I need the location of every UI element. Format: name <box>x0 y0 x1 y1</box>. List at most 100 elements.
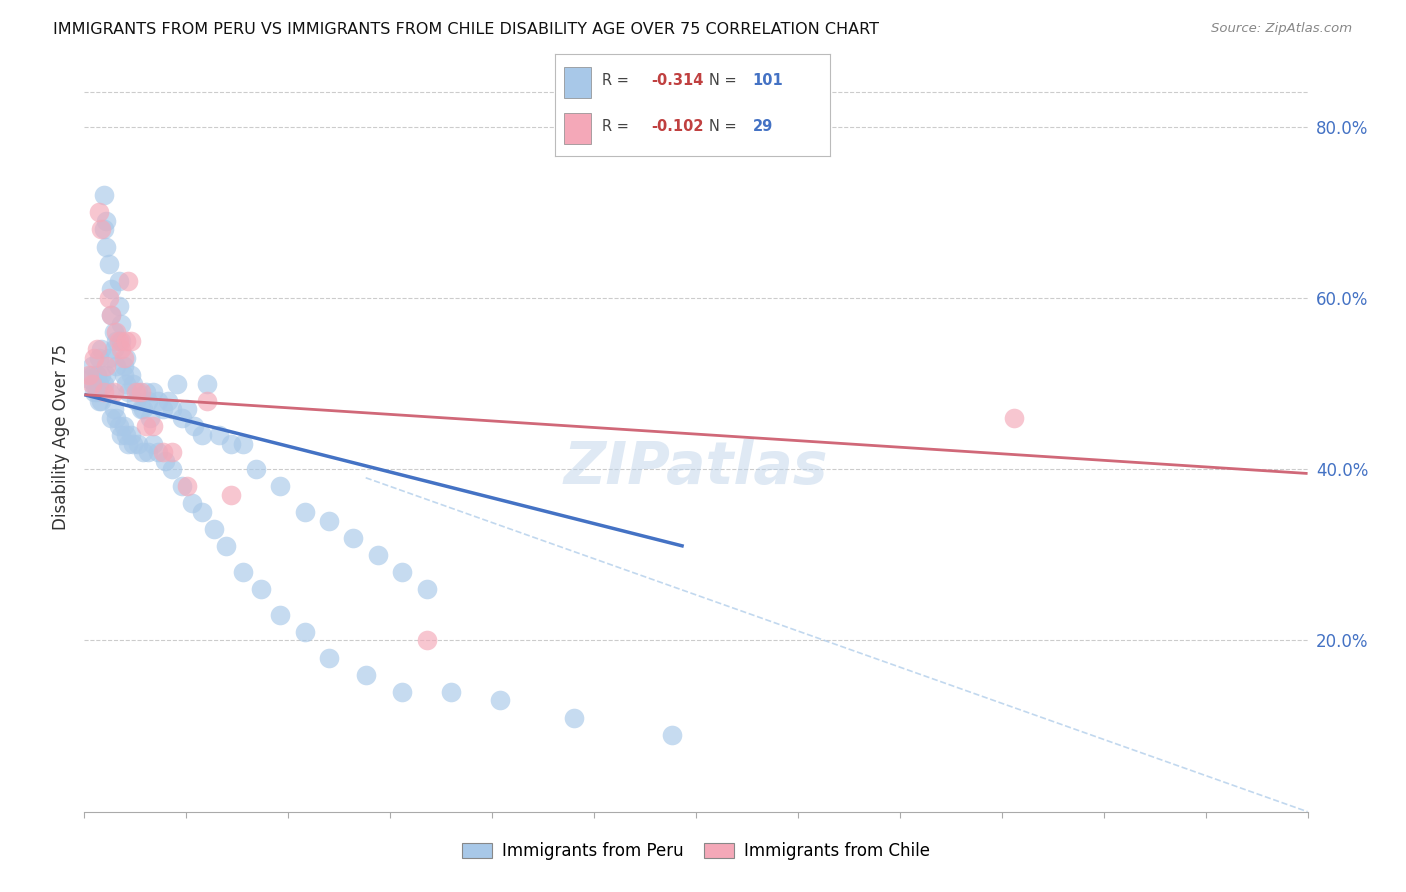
Point <box>117 274 139 288</box>
Point <box>86 385 108 400</box>
Text: ZIPatlas: ZIPatlas <box>564 439 828 496</box>
FancyBboxPatch shape <box>564 67 591 97</box>
Point <box>354 667 377 681</box>
Point <box>152 402 174 417</box>
Point <box>232 436 254 450</box>
Point <box>80 368 103 382</box>
Point <box>86 368 108 382</box>
Point <box>139 410 162 425</box>
Text: -0.314: -0.314 <box>651 72 704 87</box>
Point <box>96 359 118 374</box>
Point <box>100 282 122 296</box>
Point <box>416 633 439 648</box>
Point <box>100 308 122 322</box>
Point <box>195 393 218 408</box>
Point <box>440 685 463 699</box>
Point <box>142 436 165 450</box>
Point <box>93 385 115 400</box>
Point <box>269 479 291 493</box>
Point <box>87 205 110 219</box>
Point <box>90 368 112 382</box>
Point <box>562 710 585 724</box>
Point <box>110 343 132 357</box>
Point <box>153 453 176 467</box>
Point <box>80 376 103 391</box>
Point <box>110 317 132 331</box>
Text: 101: 101 <box>752 72 783 87</box>
Point <box>105 334 128 348</box>
Point <box>83 385 105 400</box>
Text: Source: ZipAtlas.com: Source: ZipAtlas.com <box>1212 22 1353 36</box>
Point <box>97 385 120 400</box>
Point <box>129 402 152 417</box>
Point <box>107 274 129 288</box>
FancyBboxPatch shape <box>564 113 591 144</box>
Point <box>132 402 155 417</box>
Point <box>127 436 149 450</box>
Point <box>191 428 214 442</box>
Point <box>97 291 120 305</box>
Point <box>83 351 105 365</box>
Point <box>215 539 238 553</box>
Point <box>156 393 179 408</box>
Point <box>142 385 165 400</box>
Point <box>127 385 149 400</box>
Point <box>152 445 174 459</box>
Point <box>367 548 389 562</box>
Point <box>146 393 169 408</box>
Point <box>115 351 138 365</box>
Point <box>93 376 115 391</box>
Y-axis label: Disability Age Over 75: Disability Age Over 75 <box>52 344 70 530</box>
Point <box>661 728 683 742</box>
Point <box>96 368 118 382</box>
Point <box>125 393 148 408</box>
Text: R =: R = <box>602 72 628 87</box>
Point <box>105 359 128 374</box>
Point <box>107 300 129 314</box>
Point <box>162 402 184 417</box>
Point <box>132 445 155 459</box>
Point <box>135 419 157 434</box>
Point <box>219 488 242 502</box>
Point <box>120 334 142 348</box>
Point <box>87 376 110 391</box>
Point <box>125 385 148 400</box>
Point <box>100 410 122 425</box>
Point <box>112 359 135 374</box>
Point <box>97 257 120 271</box>
Text: 29: 29 <box>752 119 773 134</box>
Point <box>112 351 135 365</box>
Point <box>195 376 218 391</box>
Point <box>115 428 138 442</box>
Point <box>80 359 103 374</box>
Point <box>77 372 100 386</box>
Text: N =: N = <box>709 119 737 134</box>
Point <box>489 693 512 707</box>
Point <box>96 239 118 253</box>
Point <box>87 393 110 408</box>
Point <box>202 522 225 536</box>
Point <box>146 445 169 459</box>
Point <box>110 428 132 442</box>
Point <box>294 505 316 519</box>
Point <box>391 565 413 579</box>
Text: -0.102: -0.102 <box>651 119 704 134</box>
Point <box>1002 410 1025 425</box>
Point <box>232 565 254 579</box>
Point <box>100 308 122 322</box>
Point <box>105 325 128 339</box>
Point <box>191 505 214 519</box>
Point <box>103 402 125 417</box>
Point <box>136 445 159 459</box>
Point <box>142 419 165 434</box>
Point <box>103 385 125 400</box>
Point <box>166 376 188 391</box>
Point <box>120 368 142 382</box>
Legend: Immigrants from Peru, Immigrants from Chile: Immigrants from Peru, Immigrants from Ch… <box>456 836 936 867</box>
Point <box>162 445 184 459</box>
Point <box>318 650 340 665</box>
Point <box>135 385 157 400</box>
Text: N =: N = <box>709 72 737 87</box>
Point <box>83 376 105 391</box>
Point <box>181 496 204 510</box>
